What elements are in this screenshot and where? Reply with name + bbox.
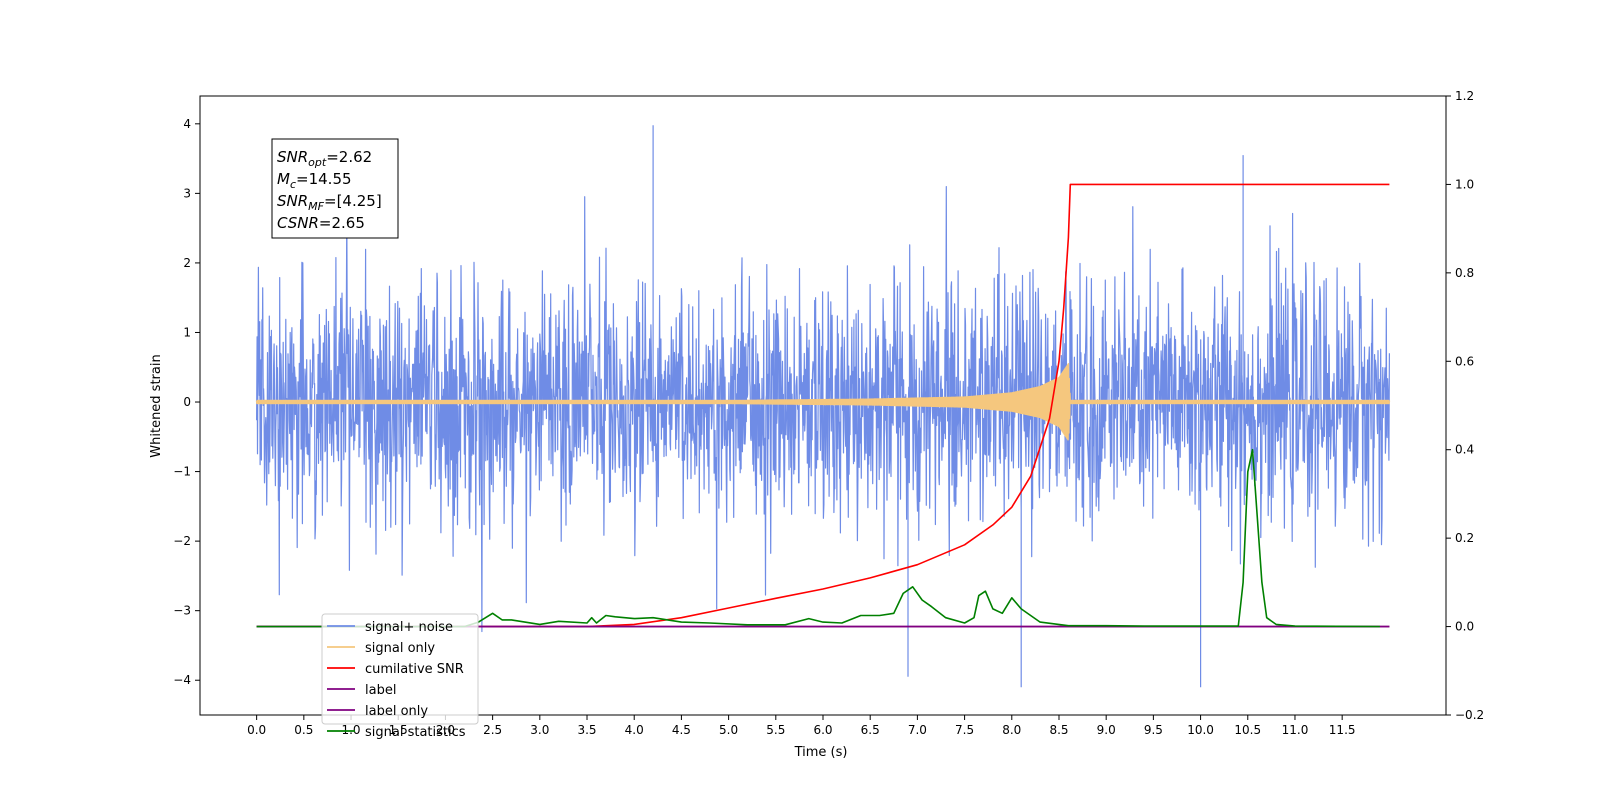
annotation-subscript: c — [290, 178, 296, 191]
x-tick-label: 7.5 — [955, 723, 974, 737]
annotation-line: SNRopt=2.62 — [277, 148, 372, 169]
y-tick-label-right: 0.0 — [1455, 620, 1474, 634]
x-tick-label: 8.5 — [1049, 723, 1068, 737]
y-axis-label: Whitened strain — [149, 354, 164, 457]
annotation-frame — [271, 138, 399, 239]
y-tick-label-right: 0.6 — [1455, 354, 1474, 368]
x-tick-label: 8.0 — [1002, 723, 1021, 737]
annotation-line: CSNR=2.65 — [277, 214, 365, 232]
x-tick-label: 3.5 — [577, 723, 596, 737]
y-tick-label-left: −4 — [173, 673, 191, 687]
y-tick-label-left: 4 — [183, 117, 191, 131]
x-tick-label: 2.0 — [436, 723, 455, 737]
x-tick-label: 4.5 — [672, 723, 691, 737]
x-tick-label: 0.0 — [247, 723, 266, 737]
y-tick-label-left: 2 — [183, 256, 191, 270]
legend-label: cumilative SNR — [365, 662, 464, 677]
legend-label: signal+ noise — [365, 620, 453, 635]
series-line-0 — [256, 125, 1390, 688]
annotation-value: =2.62 — [326, 148, 372, 166]
annotation-value: =2.65 — [319, 214, 365, 232]
annotation-symbol: SNR — [277, 192, 308, 210]
y-tick-label-right: 1.2 — [1455, 89, 1474, 103]
x-axis-label: Time (s) — [794, 745, 848, 760]
x-tick-label: 1.0 — [341, 723, 360, 737]
annotation-subscript: opt — [308, 156, 327, 169]
legend-frame — [321, 613, 479, 725]
series-line-5 — [256, 448, 1380, 628]
x-tick-label: 6.5 — [861, 723, 880, 737]
x-tick-label: 9.0 — [1097, 723, 1116, 737]
x-tick-label: 1.5 — [389, 723, 408, 737]
y-tick-label-left: 3 — [183, 186, 191, 200]
x-tick-label: 6.0 — [813, 723, 832, 737]
x-tick-label: 11.5 — [1329, 723, 1356, 737]
legend-label: label — [365, 683, 396, 698]
x-tick-label: 5.5 — [766, 723, 785, 737]
x-tick-label: 3.0 — [530, 723, 549, 737]
x-tick-label: 9.5 — [1144, 723, 1163, 737]
x-tick-label: 10.0 — [1187, 723, 1214, 737]
y-tick-label-right: 0.8 — [1455, 266, 1474, 280]
legend-label: signal statistics — [365, 725, 466, 740]
y-tick-label-right: 0.2 — [1455, 531, 1474, 545]
x-tick-label: 4.0 — [625, 723, 644, 737]
y-tick-label-left: 0 — [183, 395, 191, 409]
x-tick-label: 11.0 — [1282, 723, 1309, 737]
legend-label: signal only — [365, 641, 435, 656]
y-tick-label-right: 0.4 — [1455, 443, 1474, 457]
legend: signal+ noise signal only cumilative SNR la… — [321, 613, 479, 740]
legend-label: label only — [365, 704, 428, 719]
series-line-2 — [256, 183, 1390, 628]
annotation-subscript: MF — [308, 200, 324, 213]
x-tick-label: 7.0 — [908, 723, 927, 737]
series-line-1 — [255, 363, 1391, 441]
y-tick-label-right: −0.2 — [1455, 708, 1484, 722]
annotation-line: SNRMF=[4.25] — [277, 192, 382, 213]
y-tick-label-left: −3 — [173, 604, 191, 618]
annotation-symbol: CSNR — [277, 214, 319, 232]
x-tick-label: 2.5 — [483, 723, 502, 737]
x-tick-label: 0.5 — [294, 723, 313, 737]
x-tick-label: 5.0 — [719, 723, 738, 737]
annotation-symbol: SNR — [277, 148, 308, 166]
annotation-value: =14.55 — [296, 170, 352, 188]
y-tick-label-left: −2 — [173, 534, 191, 548]
annotation-line: Mc=14.55 — [277, 170, 352, 191]
y-tick-label-right: 1.0 — [1455, 177, 1474, 191]
x-tick-label: 10.5 — [1234, 723, 1261, 737]
y-tick-label-left: −1 — [173, 465, 191, 479]
annotation-value: =[4.25] — [324, 192, 382, 210]
annotation-symbol: M — [277, 170, 290, 188]
y-tick-label-left: 1 — [183, 325, 191, 339]
